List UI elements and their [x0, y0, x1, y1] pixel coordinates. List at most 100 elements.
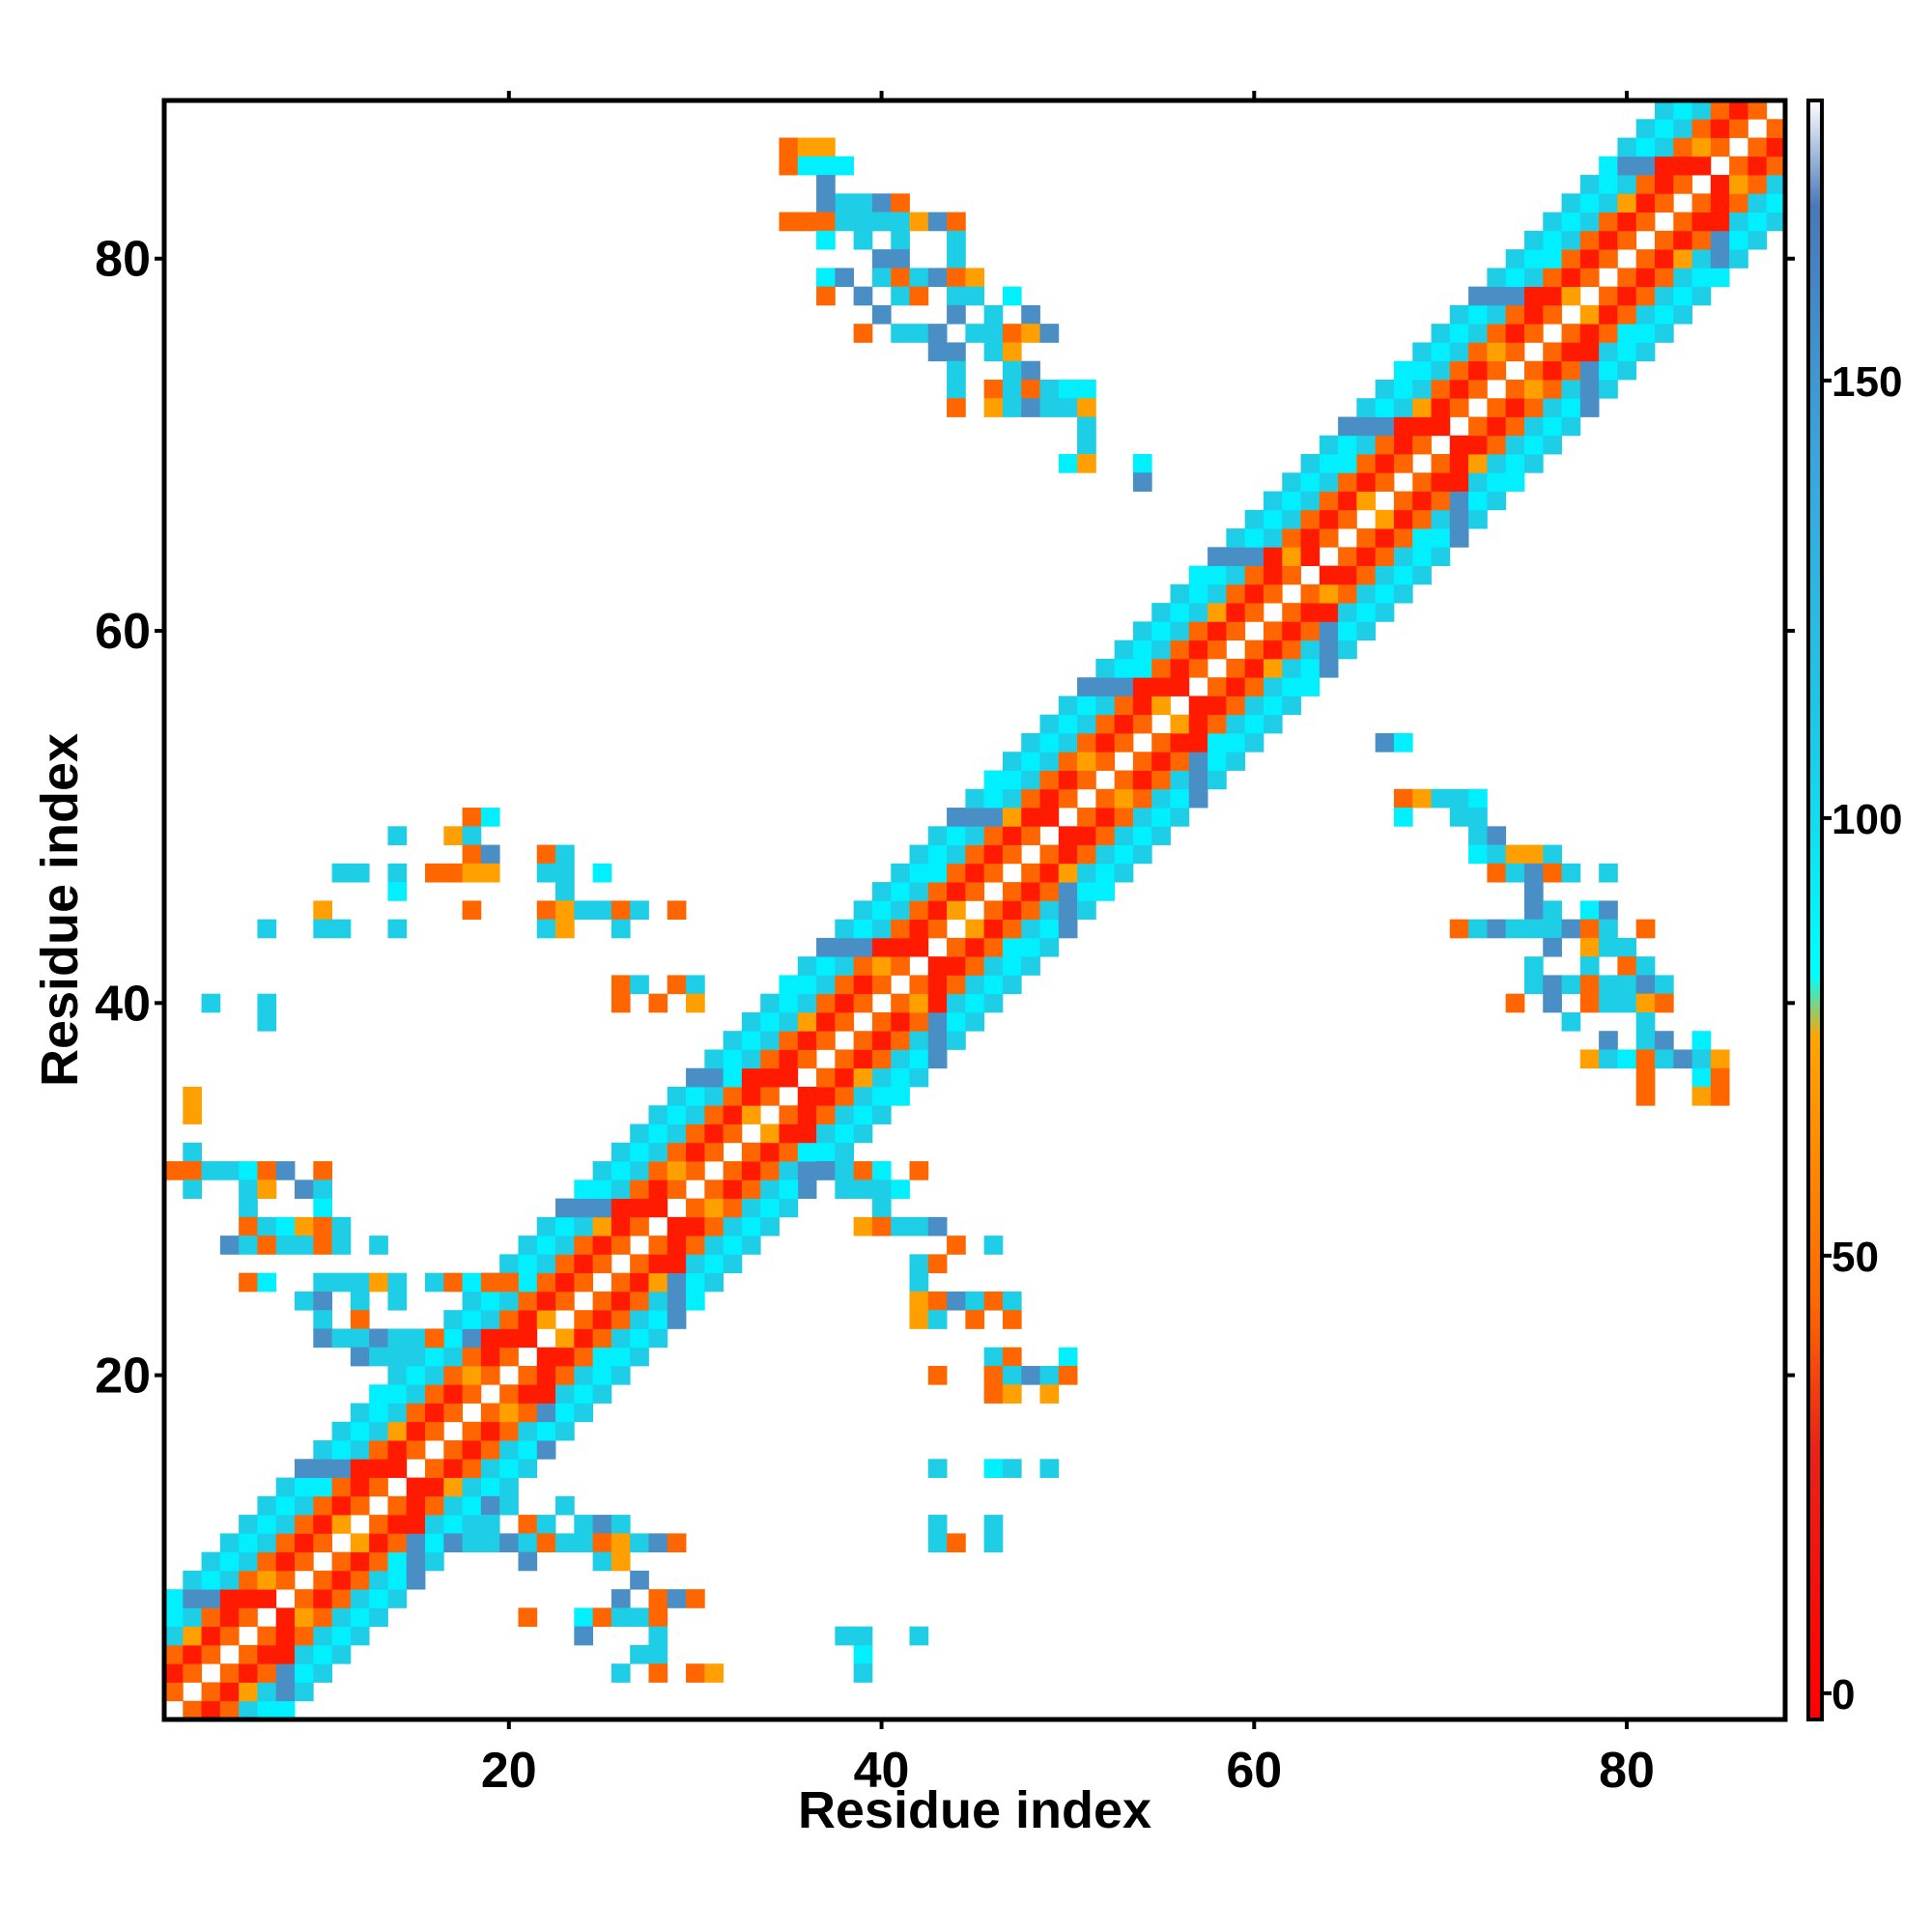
- contact-cell: [1039, 1365, 1060, 1385]
- contact-cell: [574, 1384, 594, 1404]
- contact-cell: [1244, 528, 1264, 548]
- contact-cell: [387, 1459, 408, 1478]
- contact-cell: [835, 1049, 855, 1069]
- contact-cell: [723, 1179, 743, 1199]
- contact-cell: [1393, 435, 1413, 455]
- contact-cell: [909, 1291, 929, 1311]
- contact-cell: [853, 1087, 873, 1106]
- contact-cell: [741, 1161, 761, 1180]
- contact-cell: [1095, 714, 1116, 734]
- contact-cell: [201, 993, 221, 1013]
- contact-cell: [947, 304, 966, 325]
- contact-cell: [630, 1328, 649, 1349]
- contact-cell: [1002, 1310, 1022, 1329]
- contact-cell: [1543, 844, 1562, 865]
- contact-cell: [257, 993, 277, 1013]
- contact-cell: [1710, 1067, 1730, 1088]
- contact-cell: [1282, 565, 1301, 585]
- contact-cell: [1300, 472, 1321, 492]
- contact-cell: [480, 1495, 500, 1516]
- contact-cell: [331, 1440, 352, 1460]
- contact-cell: [1635, 137, 1656, 157]
- x-tick-label: 80: [1599, 1743, 1655, 1799]
- contact-cell: [741, 1198, 761, 1218]
- contact-cell: [1151, 658, 1171, 678]
- contact-cell: [425, 1365, 444, 1385]
- plot-frame: [161, 98, 1788, 1722]
- contact-cell: [1505, 379, 1525, 399]
- contact-cell: [257, 919, 277, 939]
- contact-cell: [313, 1626, 332, 1646]
- contact-cell: [369, 1328, 388, 1349]
- contact-cell: [499, 1272, 519, 1293]
- contact-cell: [704, 1105, 724, 1124]
- contact-cell: [425, 1384, 444, 1404]
- contact-cell: [295, 1626, 314, 1646]
- contact-cell: [295, 1533, 314, 1553]
- contact-cell: [183, 1700, 202, 1720]
- contact-cell: [1095, 752, 1116, 771]
- contact-cell: [331, 1515, 352, 1534]
- contact-cell: [1635, 193, 1656, 213]
- contact-cell: [1077, 808, 1096, 827]
- contact-cell: [1747, 193, 1768, 213]
- contact-cell: [648, 1179, 668, 1199]
- contact-cell: [611, 993, 631, 1013]
- contact-cell: [704, 1198, 724, 1218]
- contact-cell: [1673, 1049, 1692, 1069]
- contact-cell: [518, 1272, 538, 1293]
- contact-cell: [611, 1179, 631, 1199]
- contact-cell: [1077, 454, 1096, 473]
- contact-cell: [518, 1384, 538, 1404]
- contact-cell: [871, 1198, 892, 1218]
- contact-cell: [909, 212, 929, 232]
- contact-cell: [1617, 268, 1637, 288]
- contact-cell: [574, 1254, 594, 1274]
- contact-cell: [1635, 993, 1656, 1013]
- contact-cell: [1449, 435, 1469, 455]
- contact-cell: [835, 268, 855, 288]
- contact-cell: [983, 1384, 1004, 1404]
- contact-cell: [1468, 472, 1488, 492]
- contact-cell: [891, 1049, 910, 1069]
- contact-cell: [1132, 752, 1152, 771]
- contact-cell: [927, 1254, 948, 1274]
- contact-cell: [518, 1403, 538, 1423]
- contact-cell: [1579, 212, 1600, 232]
- contact-cell: [1543, 435, 1562, 455]
- contact-cell: [1151, 639, 1171, 660]
- contact-cell: [1412, 565, 1432, 585]
- contact-cell: [257, 1644, 277, 1664]
- contact-cell: [1039, 770, 1060, 790]
- contact-cell: [592, 1515, 612, 1534]
- contact-cell: [983, 993, 1004, 1013]
- contact-cell: [1691, 1031, 1712, 1050]
- contact-cell: [518, 1328, 538, 1349]
- contact-cell: [1338, 639, 1357, 660]
- contact-cell: [536, 1421, 556, 1441]
- contact-cell: [369, 1459, 388, 1478]
- contact-cell: [779, 1179, 799, 1199]
- contact-cell: [201, 1607, 221, 1628]
- contact-cell: [480, 1477, 500, 1497]
- contact-cell: [499, 1291, 519, 1311]
- contact-cell: [239, 1179, 258, 1199]
- contact-cell: [1412, 342, 1432, 362]
- contact-cell: [1208, 639, 1227, 660]
- contact-cell: [1188, 583, 1208, 604]
- contact-cell: [443, 1459, 463, 1478]
- contact-cell: [704, 1236, 724, 1255]
- contact-cell: [816, 137, 836, 157]
- contact-cell: [1673, 286, 1692, 306]
- contact-cell: [1393, 509, 1413, 529]
- contact-cell: [239, 1533, 258, 1553]
- contact-cell: [331, 1328, 352, 1349]
- contact-cell: [164, 1663, 184, 1683]
- contact-cell: [723, 1031, 743, 1050]
- contact-cell: [1114, 658, 1134, 678]
- contact-cell: [630, 1198, 649, 1218]
- contact-cell: [536, 1365, 556, 1385]
- colorbar-tick-label: 0: [1832, 1671, 1855, 1719]
- contact-cell: [965, 788, 985, 809]
- contact-cell: [257, 1515, 277, 1534]
